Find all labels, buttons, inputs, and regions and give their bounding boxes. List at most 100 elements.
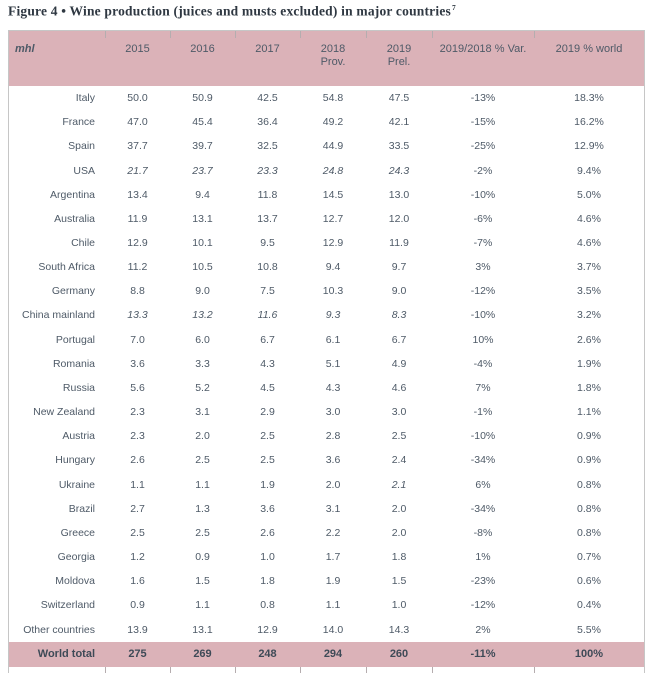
value-cell-2016: 2.5 xyxy=(195,526,210,539)
world-share-cell: 0.7% xyxy=(577,551,601,564)
value-cell-2015: 50.0 xyxy=(127,92,148,105)
value-cell-2019: 4.9 xyxy=(391,357,407,370)
value-cell-2019: 8.3 xyxy=(391,309,407,322)
table-row: Greece 2.5 2.5 2.6 2.2 2.0 -8% 0.8% xyxy=(9,520,644,545)
unit-label: mhl xyxy=(15,43,35,55)
table-row: Switzerland 0.9 1.1 0.8 1.1 1.0 -12% 0.4… xyxy=(9,593,644,618)
variation-cell: -12% xyxy=(470,285,496,298)
table-body: Italy 50.0 50.9 42.5 54.8 47.5 -13% 18.3… xyxy=(9,86,644,642)
value-cell-2016: 1.5 xyxy=(195,575,210,588)
table-row: China mainland 13.3 13.2 11.6 9.3 8.3 -1… xyxy=(9,303,644,328)
value-cell-2018: 9.3 xyxy=(325,309,341,322)
world-share-cell: 0.8% xyxy=(577,478,601,491)
value-cell-2018: 3.0 xyxy=(325,406,341,419)
variation-cell: -15% xyxy=(470,116,496,129)
value-cell-2016: 2.5 xyxy=(195,454,210,467)
country-cell: Other countries xyxy=(23,623,95,636)
value-cell-2017: 2.5 xyxy=(260,430,275,443)
value-cell-2015: 3.6 xyxy=(130,357,145,370)
world-total-value-2018: 294 xyxy=(323,648,343,661)
value-cell-2017: 2.6 xyxy=(260,526,275,539)
value-cell-2015: 1.2 xyxy=(130,551,145,564)
world-share-cell: 0.9% xyxy=(577,454,601,467)
value-cell-2019: 2.0 xyxy=(391,526,407,539)
variation-cell: -34% xyxy=(470,502,496,515)
value-cell-2015: 0.9 xyxy=(130,599,145,612)
variation-cell: -2% xyxy=(473,164,493,177)
world-share-cell: 0.9% xyxy=(577,430,601,443)
value-cell-2016: 5.2 xyxy=(195,381,210,394)
world-share-cell: 5.5% xyxy=(577,623,601,636)
table-row: Hungary 2.6 2.5 2.5 3.6 2.4 -34% 0.9% xyxy=(9,448,644,473)
value-cell-2018: 1.7 xyxy=(325,551,341,564)
value-cell-2018: 9.4 xyxy=(325,261,341,274)
world-share-cell: 0.8% xyxy=(577,502,601,515)
value-cell-2015: 1.1 xyxy=(130,478,145,491)
figure-title-text: Figure 4 • Wine production (juices and m… xyxy=(8,3,451,19)
value-cell-2018: 3.6 xyxy=(325,454,341,467)
figure-title: Figure 4 • Wine production (juices and m… xyxy=(8,3,456,20)
value-cell-2017: 36.4 xyxy=(257,116,278,129)
table-row: Romania 3.6 3.3 4.3 5.1 4.9 -4% 1.9% xyxy=(9,351,644,376)
value-cell-2016: 1.3 xyxy=(195,502,210,515)
column-header-2018-prov: 2018 Prov. xyxy=(300,31,366,86)
value-cell-2018: 2.0 xyxy=(325,478,341,491)
variation-cell: -13% xyxy=(470,92,496,105)
value-cell-2017: 2.9 xyxy=(260,406,275,419)
value-cell-2019: 42.1 xyxy=(388,116,410,129)
country-cell: Italy xyxy=(75,92,95,105)
value-cell-2019: 13.0 xyxy=(388,188,410,201)
table-row: Russia 5.6 5.2 4.5 4.3 4.6 7% 1.8% xyxy=(9,375,644,401)
table-row: Other countries 13.9 13.1 12.9 14.0 14.3… xyxy=(9,617,644,642)
country-cell: Hungary xyxy=(55,454,95,467)
value-cell-2018: 54.8 xyxy=(322,92,344,105)
value-cell-2016: 6.0 xyxy=(195,333,210,346)
column-header-2017: 2017 xyxy=(235,31,300,86)
country-cell: Russia xyxy=(62,381,95,394)
value-cell-2019: 2.0 xyxy=(391,502,407,515)
country-cell: Brazil xyxy=(68,502,95,515)
value-cell-2017: 7.5 xyxy=(260,285,275,298)
value-cell-2019: 4.6 xyxy=(391,381,407,394)
value-cell-2015: 2.3 xyxy=(130,406,145,419)
country-cell: Argentina xyxy=(50,188,95,201)
value-cell-2018: 10.3 xyxy=(322,285,344,298)
table-row: Georgia 1.2 0.9 1.0 1.7 1.8 1% 0.7% xyxy=(9,544,644,570)
value-cell-2018: 1.1 xyxy=(325,599,341,612)
value-cell-2016: 9.4 xyxy=(195,188,210,201)
value-cell-2019: 1.8 xyxy=(391,551,407,564)
variation-cell: -8% xyxy=(473,526,493,539)
variation-cell: -23% xyxy=(470,575,496,588)
value-cell-2017: 1.0 xyxy=(260,551,275,564)
world-share-cell: 2.6% xyxy=(577,333,601,346)
country-cell: Moldova xyxy=(55,575,95,588)
value-cell-2015: 47.0 xyxy=(127,116,148,129)
world-total-row: World total 275 269 248 294 260 -11% 100… xyxy=(9,641,644,667)
value-cell-2018: 44.9 xyxy=(322,140,344,153)
value-cell-2016: 23.7 xyxy=(192,164,213,177)
world-share-cell: 4.6% xyxy=(577,212,601,225)
country-cell: Ukraine xyxy=(58,478,95,491)
world-share-cell: 1.1% xyxy=(577,406,601,419)
value-cell-2015: 12.9 xyxy=(127,237,148,250)
value-cell-2015: 7.0 xyxy=(130,333,145,346)
country-cell: Greece xyxy=(60,526,95,539)
column-header-variation: 2019/2018 % Var. xyxy=(432,31,534,86)
value-cell-2016: 45.4 xyxy=(192,116,213,129)
world-share-cell: 5.0% xyxy=(577,188,601,201)
world-share-cell: 1.8% xyxy=(577,381,601,394)
value-cell-2015: 21.7 xyxy=(127,164,148,177)
table-row: Brazil 2.7 1.3 3.6 3.1 2.0 -34% 0.8% xyxy=(9,496,644,521)
value-cell-2019: 3.0 xyxy=(391,406,407,419)
world-share-cell: 3.7% xyxy=(577,261,601,274)
variation-cell: 1% xyxy=(475,551,491,564)
value-cell-2017: 13.7 xyxy=(257,212,278,225)
variation-cell: -6% xyxy=(473,212,493,225)
value-cell-2016: 39.7 xyxy=(192,140,213,153)
value-cell-2017: 9.5 xyxy=(260,237,275,250)
value-cell-2015: 2.3 xyxy=(130,430,145,443)
table-row: South Africa 11.2 10.5 10.8 9.4 9.7 3% 3… xyxy=(9,255,644,280)
value-cell-2018: 5.1 xyxy=(325,357,341,370)
value-cell-2015: 2.7 xyxy=(130,502,145,515)
world-share-cell: 3.2% xyxy=(577,309,601,322)
